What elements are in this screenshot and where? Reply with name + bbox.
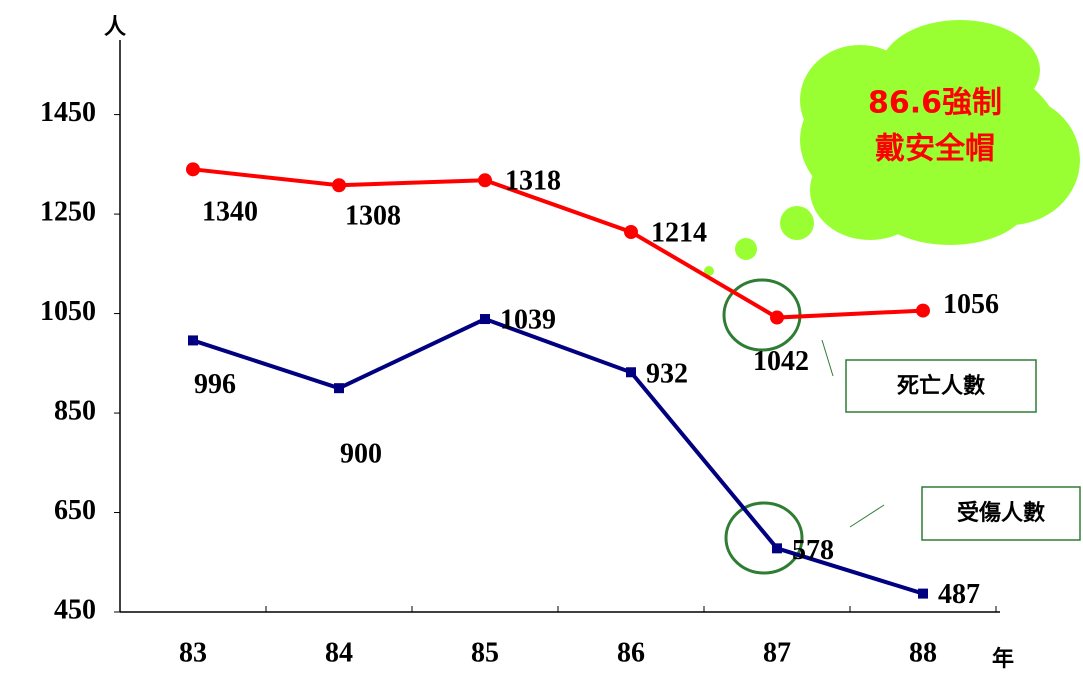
y-tick-label: 850 — [54, 395, 96, 426]
series-line — [192, 167, 924, 320]
data-label: 1318 — [505, 166, 561, 197]
y-axis-label: 人 — [104, 15, 126, 40]
data-label: 932 — [646, 359, 688, 390]
y-tick-label: 450 — [54, 594, 96, 625]
data-label: 487 — [938, 579, 980, 610]
point — [916, 303, 930, 318]
legend-label: 死亡人數 — [897, 373, 985, 399]
leader-line — [849, 504, 885, 528]
series-line — [192, 316, 924, 596]
x-tick-label: 87 — [763, 637, 791, 668]
annotation-line: 86.6強制 — [868, 86, 1002, 121]
legend-label: 受傷人數 — [957, 500, 1045, 526]
data-label: 1039 — [500, 304, 556, 335]
x-axis-label: 年 — [992, 646, 1014, 672]
data-label: 578 — [792, 535, 834, 566]
data-label: 1056 — [943, 289, 999, 320]
x-tick-label: 85 — [471, 637, 499, 668]
point — [626, 367, 636, 378]
cloud — [704, 20, 1080, 276]
x-tick-label: 86 — [617, 637, 645, 668]
point — [624, 224, 638, 239]
data-label: 1340 — [202, 197, 258, 228]
point — [480, 314, 490, 325]
data-label: 996 — [194, 369, 236, 400]
highlight-circle — [724, 501, 804, 575]
point — [186, 162, 200, 177]
point — [770, 310, 784, 325]
point — [478, 173, 492, 188]
point — [918, 588, 928, 599]
point — [772, 543, 782, 554]
legend-box — [845, 359, 1037, 413]
point — [334, 383, 344, 394]
y-tick-label: 650 — [54, 495, 96, 526]
x-tick-label: 83 — [179, 637, 207, 668]
y-tick-label: 1450 — [40, 97, 96, 128]
x-tick-label: 84 — [325, 637, 353, 668]
point — [188, 335, 198, 346]
data-label: 900 — [340, 439, 382, 470]
annotation-line: 戴安全帽 — [875, 132, 995, 167]
data-label: 1214 — [651, 217, 707, 248]
legend-box — [921, 486, 1081, 541]
data-label: 1042 — [753, 346, 809, 377]
data-label: 1308 — [345, 201, 401, 232]
leader-line — [821, 339, 834, 377]
y-tick-label: 1050 — [40, 296, 96, 327]
x-tick-label: 88 — [909, 637, 937, 668]
y-tick-label: 1250 — [40, 197, 96, 228]
point — [332, 178, 346, 193]
